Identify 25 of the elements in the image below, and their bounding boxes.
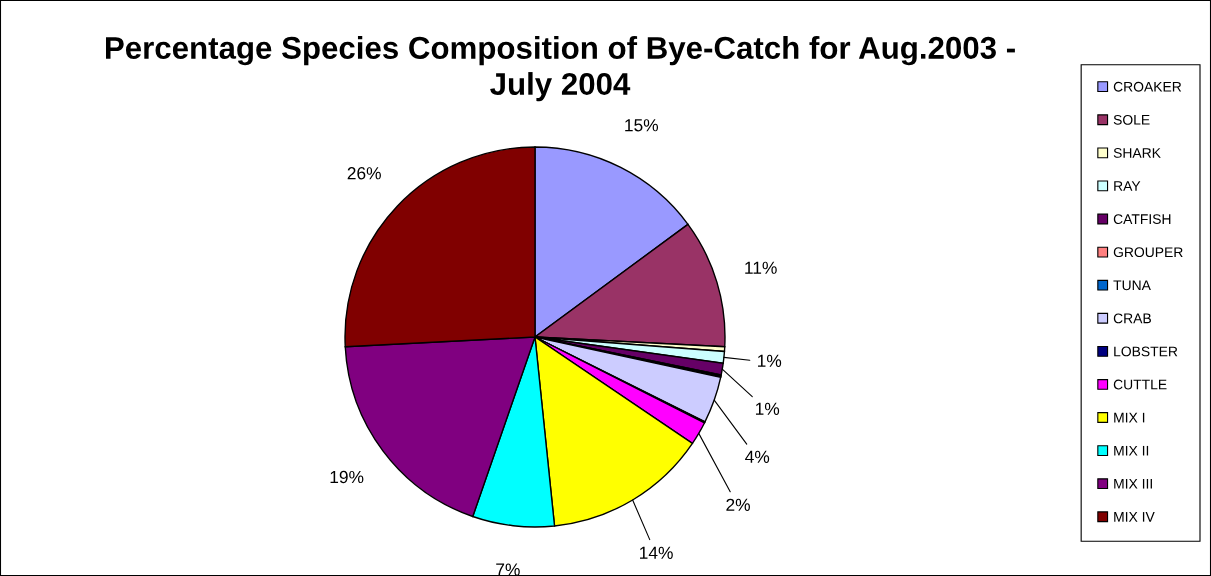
data-label: 1%	[755, 402, 780, 415]
legend-label: TUNA	[1113, 280, 1151, 291]
data-label: 14%	[640, 546, 673, 559]
legend-label: SHARK	[1113, 148, 1161, 158]
data-label: 11%	[745, 261, 777, 274]
legend-label: CRAB	[1113, 313, 1151, 324]
legend-label: LOBSTER	[1114, 346, 1178, 357]
legend-label: MIX I	[1114, 412, 1145, 423]
legend-label: SOLE	[1113, 114, 1150, 125]
legend-label: CUTTLE	[1113, 379, 1167, 390]
data-label: 19%	[330, 470, 364, 484]
data-label: 7%	[496, 563, 520, 576]
data-label: 26%	[347, 167, 381, 180]
data-label: 1%	[758, 354, 782, 367]
legend-label: CROAKER	[1113, 81, 1182, 92]
data-label: 4%	[745, 450, 770, 463]
legend-label: MIX III	[1114, 479, 1152, 489]
legend-label: GROUPER	[1113, 247, 1183, 258]
data-label: 15%	[625, 119, 659, 132]
data-label: 2%	[726, 498, 750, 511]
legend-label: MIX IV	[1114, 512, 1155, 522]
legend-label: RAY	[1114, 181, 1141, 191]
legend-label: MIX II	[1114, 445, 1149, 456]
legend-label: CATFISH	[1113, 214, 1171, 225]
chart-title: Percentage Species Composition of Bye-Catch for Aug.2003 - July 2004	[106, 36, 1015, 102]
